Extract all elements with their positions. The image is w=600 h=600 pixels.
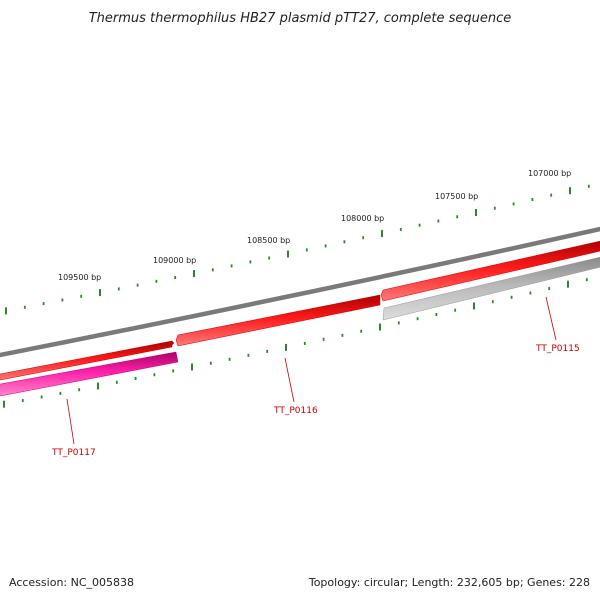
scale-label-107500: 107500 bp	[435, 192, 478, 201]
leader-TT_P0115	[545, 296, 557, 341]
gene-label-TT_P0115[interactable]: TT_P0115	[535, 344, 580, 354]
gene-TT_P0116[interactable]	[175, 294, 381, 347]
inner-scale-ticks	[3, 278, 588, 408]
scale-label-108500: 108500 bp	[247, 236, 290, 245]
gene-forward-1[interactable]	[0, 340, 175, 381]
leader-TT_P0117	[66, 398, 75, 445]
scale-label-109000: 109000 bp	[153, 256, 196, 265]
gene-label-TT_P0117[interactable]: TT_P0117	[51, 448, 96, 458]
gene-TT_P0115[interactable]	[382, 256, 600, 321]
outer-scale-ticks	[5, 184, 590, 315]
map-title: Thermus thermophilus HB27 plasmid pTT27,…	[89, 11, 512, 26]
accession-text: Accession: NC_005838	[9, 576, 134, 589]
scale-label-108000: 108000 bp	[341, 214, 384, 223]
scale-label-107000: 107000 bp	[528, 169, 571, 178]
leader-TT_P0116	[284, 357, 295, 403]
gene-TT_P0117[interactable]	[0, 351, 179, 397]
gene-label-TT_P0116[interactable]: TT_P0116	[273, 406, 318, 416]
plasmid-backbone	[0, 226, 600, 358]
topology-summary: Topology: circular; Length: 232,605 bp; …	[308, 576, 590, 589]
gene-forward-3[interactable]	[380, 240, 600, 302]
scale-label-109500: 109500 bp	[58, 273, 101, 282]
